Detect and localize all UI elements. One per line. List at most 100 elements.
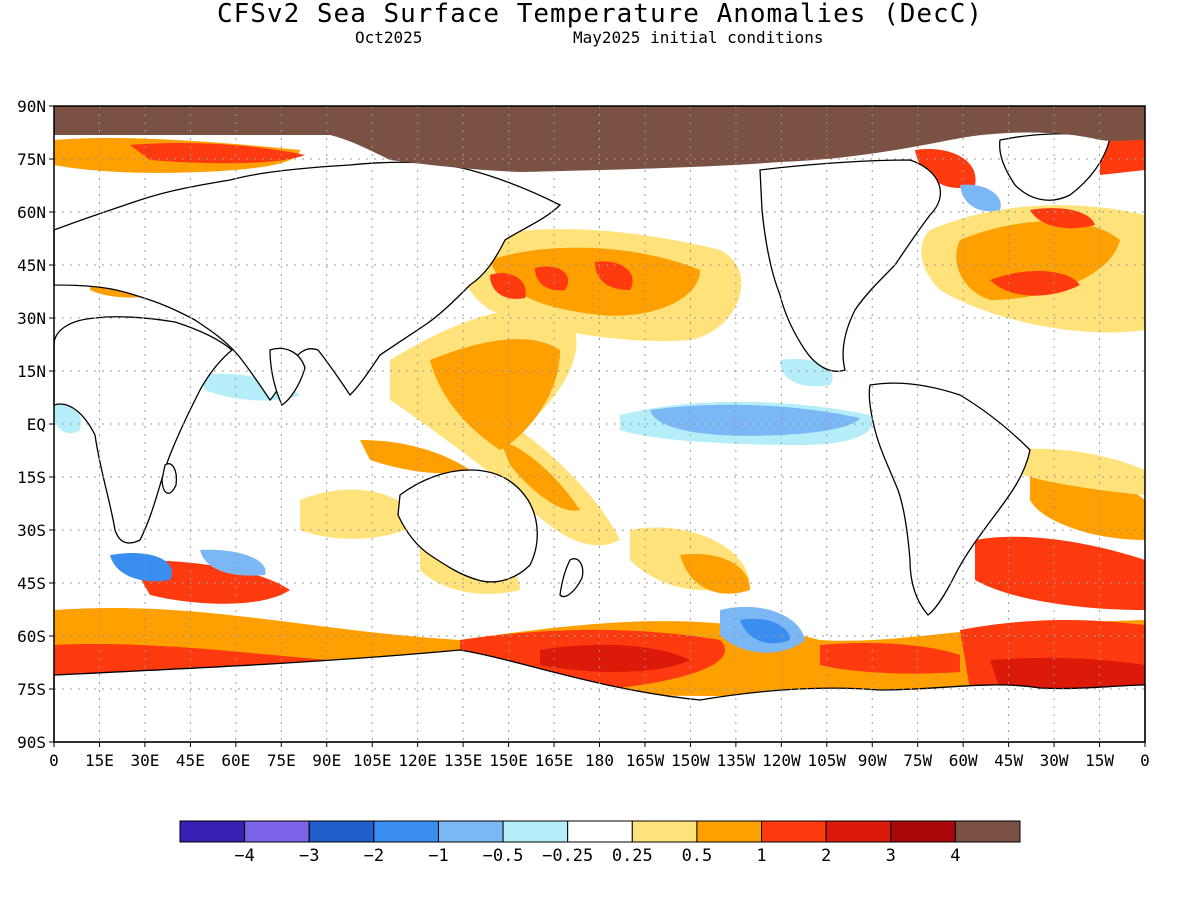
- lon-tick-label: 90E: [312, 751, 341, 770]
- lat-tick-label: 60N: [17, 203, 46, 222]
- landmass-new-zealand: [559, 558, 584, 598]
- colorbar-swatch: [437, 820, 504, 843]
- landmass-eurasia: [53, 161, 562, 402]
- longitude-axis: 0 15E 30E 45E 60E 75E 90E 105E 120E 135E 150E 165E 1…: [49, 742, 1150, 770]
- lon-tick-label: 135W: [717, 751, 756, 770]
- colorbar-swatch: [502, 820, 569, 843]
- maritime-continent-warm: [360, 440, 470, 474]
- map-title: CFSv2 Sea Surface Temperature Anomalies …: [216, 0, 984, 29]
- lon-tick-label: 60E: [221, 751, 250, 770]
- landmass-north-america: [759, 159, 941, 372]
- south-pacific-cool-core: [740, 618, 790, 644]
- colorbar-swatch: [567, 820, 633, 843]
- lon-tick-label: 150W: [671, 751, 710, 770]
- lat-tick-label: 90N: [17, 97, 46, 116]
- landmass-south-america: [868, 382, 1031, 616]
- lon-tick-label: 75W: [903, 751, 932, 770]
- colorbar-swatch: [179, 820, 246, 843]
- colorbar-label: 3: [886, 846, 896, 866]
- colorbar-label: −1: [428, 846, 448, 866]
- ross-sea-strong-core: [540, 644, 690, 672]
- lat-tick-label: 30S: [17, 521, 46, 540]
- barents-strong-warm: [130, 143, 305, 164]
- lon-tick-label: 180: [585, 751, 614, 770]
- lat-tick-label: 60S: [17, 627, 46, 646]
- latitude-axis: 90N 75N 60N 45N 30N 15N EQ 15S 30S 45S 60S 75S 90S: [17, 97, 54, 752]
- gulf-stream-strong-warm: [990, 270, 1080, 296]
- lat-tick-label: EQ: [27, 415, 46, 434]
- lon-tick-label: 165E: [535, 751, 574, 770]
- north-pacific-strong-warm-2: [595, 261, 633, 290]
- colorbar-swatch: [244, 820, 310, 843]
- colorbar-swatch: [761, 820, 827, 843]
- colorbar-label: 1: [756, 846, 766, 866]
- lon-tick-label: 60W: [949, 751, 978, 770]
- colorbar-label: −0.25: [542, 846, 593, 866]
- colorbar-swatch: [954, 820, 1021, 843]
- lon-tick-label: 105W: [808, 751, 847, 770]
- lon-tick-label: 15E: [85, 751, 114, 770]
- colorbar-label: −2: [364, 846, 384, 866]
- lat-tick-label: 45S: [17, 574, 46, 593]
- colorbar-label: 4: [950, 846, 960, 866]
- east-pacific-cool: [650, 404, 860, 436]
- weddell-strong-core: [990, 657, 1145, 690]
- colorbar-swatch: [308, 820, 375, 843]
- lat-tick-label: 30N: [17, 309, 46, 328]
- spcz-warm-band: [500, 440, 580, 511]
- south-atlantic-warm-patch: [975, 536, 1145, 610]
- lon-tick-label: 0: [49, 751, 59, 770]
- lon-tick-label: 75E: [267, 751, 296, 770]
- forecast-month: Oct2025: [355, 28, 423, 47]
- lat-tick-label: 15S: [17, 468, 46, 487]
- lon-tick-label: 15W: [1085, 751, 1114, 770]
- lat-tick-label: 75S: [17, 680, 46, 699]
- labrador-sea-warm: [915, 149, 976, 189]
- lat-lon-grid: [54, 106, 1145, 742]
- lon-tick-label: 135E: [444, 751, 483, 770]
- amundsen-warm-core: [820, 643, 960, 674]
- colorbar-label: −3: [299, 846, 319, 866]
- south-indian-cool-patch-2: [200, 549, 266, 576]
- lon-tick-label: 30E: [130, 751, 159, 770]
- subpolar-atlantic-warm: [1030, 208, 1095, 229]
- lon-tick-label: 0: [1140, 751, 1150, 770]
- south-pacific-warm-patch: [680, 554, 750, 594]
- initial-conditions: May2025 initial conditions: [573, 28, 824, 47]
- lon-tick-label: 105E: [353, 751, 392, 770]
- lon-tick-label: 45W: [994, 751, 1023, 770]
- lat-tick-label: 90S: [17, 733, 46, 752]
- colorbar-label: 2: [821, 846, 831, 866]
- lon-tick-label: 120W: [762, 751, 801, 770]
- lat-tick-label: 45N: [17, 256, 46, 275]
- colorbar-label: 0.25: [612, 846, 653, 866]
- colorbar-swatch: [373, 820, 439, 843]
- landmass-india-peninsula: [269, 347, 306, 406]
- colorbar: −4 −3 −2 −1 −0.5 −0.25 0.25 0.5 1 2 3 4: [179, 820, 1021, 866]
- lon-tick-label: 90W: [858, 751, 887, 770]
- landmass-australia: [397, 469, 538, 583]
- south-atlantic-weak-patch: [1010, 448, 1145, 495]
- central-indian-weak-warm: [300, 489, 420, 539]
- south-indian-cool-patch: [110, 552, 172, 582]
- lon-tick-label: 30W: [1040, 751, 1069, 770]
- lon-tick-label: 120E: [398, 751, 437, 770]
- labrador-cool-patch: [960, 184, 1001, 212]
- kuroshio-strong-warm: [490, 272, 526, 299]
- landmass-madagascar: [161, 463, 178, 494]
- colorbar-swatch: [825, 820, 892, 843]
- colorbar-swatch: [696, 820, 763, 843]
- colorbar-label: 0.5: [682, 846, 713, 866]
- north-pacific-strong-warm-1: [535, 266, 569, 291]
- lon-tick-label: 45E: [176, 751, 205, 770]
- landmass-antarctica: [53, 649, 1146, 743]
- land-outlines: [53, 133, 1146, 743]
- lon-tick-label: 150E: [489, 751, 528, 770]
- colorbar-swatch: [631, 820, 698, 843]
- colorbar-swatch: [890, 820, 956, 843]
- lon-tick-label: 165W: [626, 751, 665, 770]
- lat-tick-label: 75N: [17, 150, 46, 169]
- colorbar-label: −4: [234, 846, 254, 866]
- lat-tick-label: 15N: [17, 362, 46, 381]
